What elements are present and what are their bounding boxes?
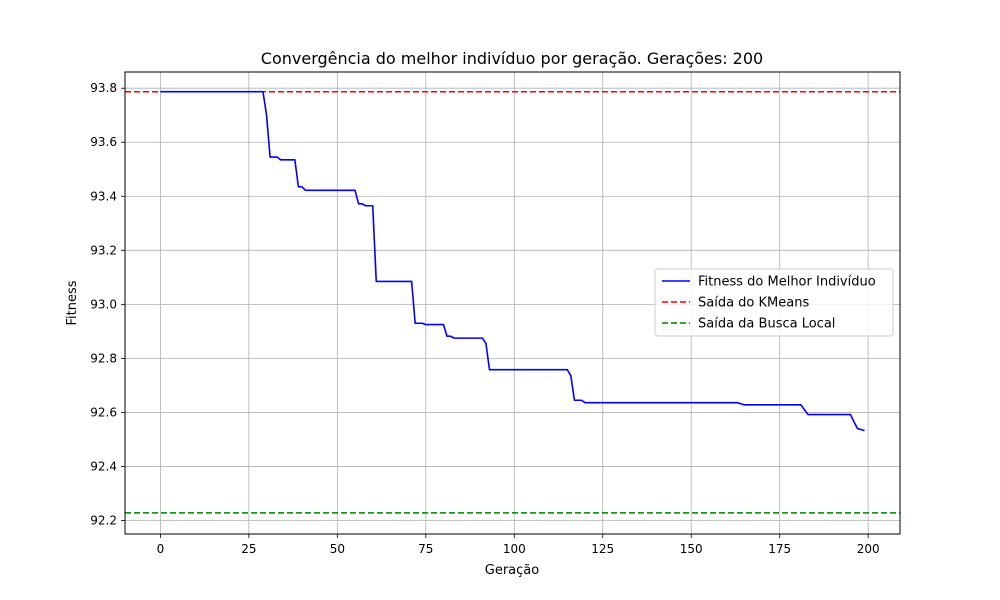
x-tick-label: 150: [680, 542, 703, 556]
legend-box: [654, 268, 894, 337]
legend-label: Saída da Busca Local: [698, 317, 835, 332]
y-axis-label: Fitness: [65, 280, 80, 325]
series: [160, 90, 865, 432]
x-tick-label: 175: [768, 542, 791, 556]
y-tick-label: 92.4: [90, 459, 117, 473]
y-axis-ticks: 92.2 92.4 92.6 92.8 93.0 93.2 93.4 93.6 93.8: [90, 81, 125, 527]
legend-label: Saída do KMeans: [698, 296, 809, 311]
y-tick-label: 93.6: [90, 135, 117, 149]
y-tick-label: 93.8: [90, 81, 117, 95]
x-tick-label: 75: [418, 542, 433, 556]
plot-frame: [124, 71, 901, 535]
series-line: [160, 90, 865, 432]
y-tick-label: 92.2: [90, 513, 117, 527]
x-axis-ticks: 0 25 50 75 100 125 150 175 200: [157, 534, 880, 556]
x-tick-label: 25: [241, 542, 256, 556]
x-tick-label: 100: [503, 542, 526, 556]
chart-title: Convergência do melhor indivíduo por ger…: [261, 49, 763, 68]
x-tick-label: 200: [857, 542, 880, 556]
y-tick-label: 93.2: [90, 243, 117, 257]
x-tick-label: 125: [591, 542, 614, 556]
grid: [125, 72, 900, 534]
y-tick-label: 93.4: [90, 189, 117, 203]
legend: Fitness do Melhor Indivíduo Saída do KMea…: [654, 268, 894, 337]
x-axis-label: Geração: [485, 563, 539, 578]
y-tick-label: 92.8: [90, 351, 117, 365]
x-tick-label: 0: [157, 542, 165, 556]
legend-label: Fitness do Melhor Indivíduo: [698, 275, 876, 290]
y-tick-label: 92.6: [90, 405, 117, 419]
y-tick-label: 93.0: [90, 297, 117, 311]
x-tick-label: 50: [330, 542, 345, 556]
